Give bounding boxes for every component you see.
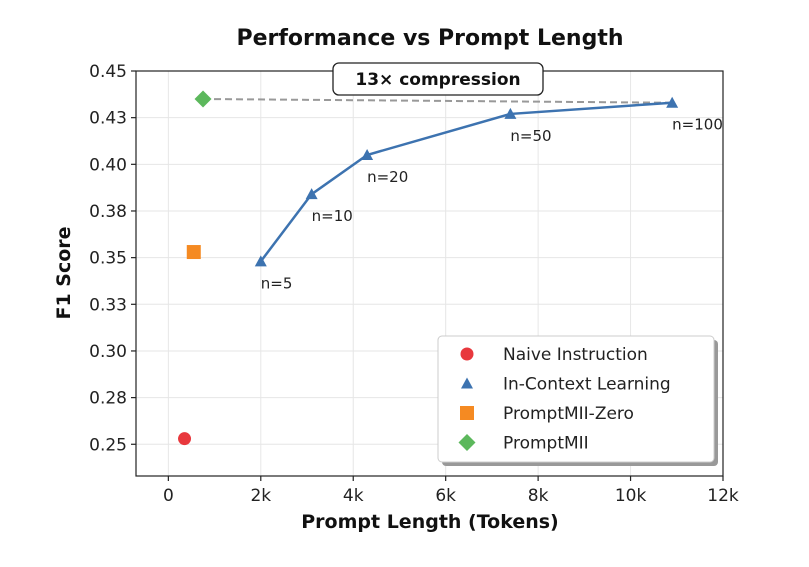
legend-marker-naive-instruction [460, 347, 474, 361]
callout-text: 13× compression [355, 70, 520, 90]
x-tick-label: 0 [163, 486, 174, 506]
x-tick-label: 10k [615, 486, 647, 506]
promptmii-zero-point [186, 245, 201, 260]
series-layer: n=5 n=10 n=20 n=50 n=100 [178, 90, 723, 446]
legend-marker-in-context-learning [461, 377, 473, 389]
legend: Naive Instruction In-Context Learning Prom… [437, 335, 718, 466]
y-tick-label: 0.30 [89, 342, 127, 362]
legend-marker-promptmii-zero [460, 406, 474, 420]
x-tick-label: 2k [250, 486, 271, 506]
in-context-learning-line [259, 101, 673, 263]
legend-marker-promptmii [458, 434, 476, 451]
y-axis-label: F1 Score [53, 226, 75, 319]
y-tick-label: 0.40 [89, 155, 127, 175]
in-context-learning-point [666, 96, 679, 108]
annotation-callout: 13× compression [332, 62, 544, 96]
point-label: n=10 [312, 207, 353, 225]
in-context-learning-point [305, 188, 318, 200]
grid [136, 70, 724, 476]
x-tick-label: 4k [343, 486, 364, 506]
x-tick-label: 6k [435, 486, 456, 506]
naive-instruction-point [178, 432, 192, 446]
y-tick-label: 0.25 [89, 435, 127, 455]
callout-box [332, 62, 544, 96]
y-tick-label: 0.43 [89, 109, 127, 129]
y-tick-label: 0.35 [89, 249, 127, 269]
legend-label-promptmii-zero: PromptMII-Zero [503, 404, 634, 424]
point-label: n=5 [261, 274, 293, 292]
y-tick-label: 0.38 [89, 202, 127, 222]
tick-layer: 0 2k 4k 6k 8k 10k 12k 0.25 0.28 0.30 0.33 0.35 0.38 0… [89, 62, 739, 506]
legend-label-promptmii: PromptMII [503, 434, 589, 454]
point-label: n=100 [672, 116, 723, 134]
annotation-layer [203, 97, 673, 104]
promptmii-point [194, 90, 212, 108]
point-label: n=50 [510, 127, 551, 145]
in-context-learning-point [504, 107, 517, 119]
x-tick-label: 8k [528, 486, 549, 506]
y-tick-label: 0.45 [89, 62, 127, 82]
y-tick-label: 0.28 [89, 389, 127, 409]
in-context-learning-point [361, 148, 374, 160]
x-tick-label: 12k [707, 486, 739, 506]
legend-box [437, 335, 715, 463]
x-axis-label: Prompt Length (Tokens) [301, 511, 559, 533]
point-label: n=20 [367, 168, 408, 186]
compression-dashed-line [203, 97, 673, 104]
in-context-learning-point [254, 255, 267, 267]
legend-label-in-context-learning: In-Context Learning [503, 375, 671, 395]
y-tick-label: 0.33 [89, 295, 127, 315]
legend-label-naive-instruction: Naive Instruction [503, 345, 648, 365]
chart-title: Performance vs Prompt Length [236, 26, 623, 51]
